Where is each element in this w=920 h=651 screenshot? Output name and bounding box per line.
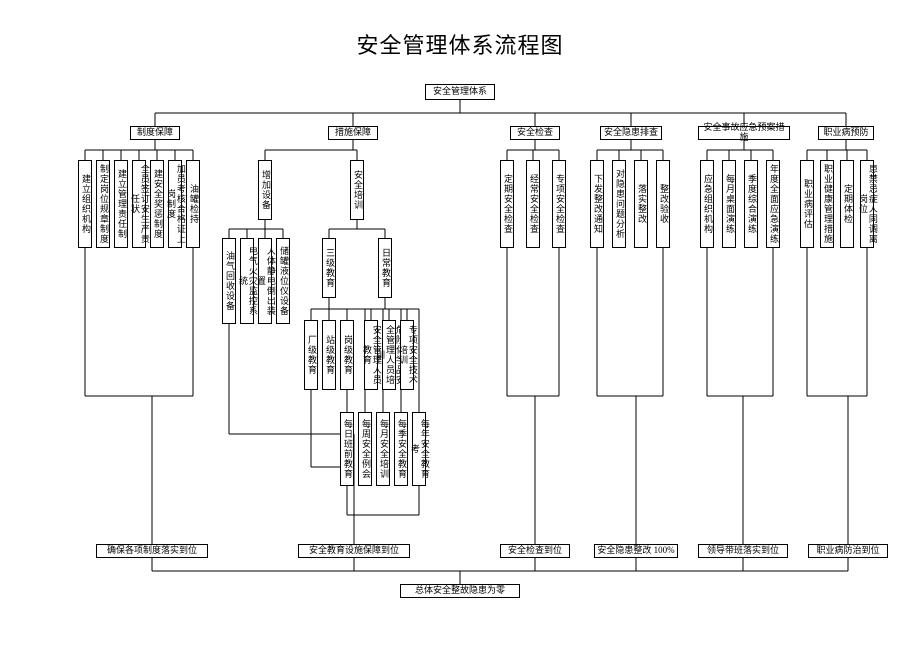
node-b3: 安全检查 xyxy=(510,126,560,140)
node-e4_2: 危险化学品安全管理人员培训 xyxy=(382,320,396,390)
node-e4_3: 专项安全技术培训 xyxy=(400,320,414,390)
node-c6_3: 定期体检 xyxy=(840,160,854,248)
node-c3_3: 专项安全检查 xyxy=(552,160,566,248)
node-b1: 制度保障 xyxy=(130,126,180,140)
node-c5_4: 年度全面应急演练 xyxy=(766,160,780,248)
node-d2_3: 人体静电倒出装置 xyxy=(258,238,272,324)
node-c1_3: 建立管理责任制 xyxy=(114,160,128,248)
node-c4_2: 对隐患问题分析 xyxy=(612,160,626,248)
node-c5_2: 每月桌面演练 xyxy=(722,160,736,248)
node-c1_1: 建立组织机构 xyxy=(78,160,92,248)
node-c4_1: 下发整改通知 xyxy=(590,160,604,248)
node-f_1: 每日班前教育 xyxy=(340,412,354,486)
node-c5_3: 季度综合演练 xyxy=(744,160,758,248)
node-f_4: 每季安全教育 xyxy=(394,412,408,486)
node-c6_2: 职业健康管理措施 xyxy=(820,160,834,248)
node-f_3: 每月安全培训 xyxy=(376,412,390,486)
diagram-title: 安全管理体系流程图 xyxy=(0,0,920,60)
node-r3: 安全检查到位 xyxy=(500,544,570,558)
node-c1_7: 油罐检持 xyxy=(186,160,200,248)
node-f_2: 每周安全例会 xyxy=(358,412,372,486)
node-e3_1: 厂级教育 xyxy=(304,320,318,390)
node-f_5: 每年安全教育考 xyxy=(412,412,426,486)
node-d2_6: 日常教育 xyxy=(378,238,392,298)
node-d2_5: 三级教育 xyxy=(322,238,336,298)
node-r5: 领导带班落实到位 xyxy=(698,544,788,558)
node-c1_2: 制定岗位规章制度 xyxy=(96,160,110,248)
node-c2_1: 增加设备 xyxy=(258,160,272,220)
node-c3_2: 经常安全检查 xyxy=(526,160,540,248)
node-root: 安全管理体系 xyxy=(425,84,495,100)
node-r6: 职业病防治到位 xyxy=(808,544,888,558)
node-c4_3: 落实整改 xyxy=(634,160,648,248)
node-b2: 措施保障 xyxy=(328,126,378,140)
node-r1: 确保各项制度落实到位 xyxy=(96,544,208,558)
node-d2_1: 油气回收设备 xyxy=(222,238,236,324)
node-e3_3: 岗级教育 xyxy=(340,320,354,390)
node-c1_4: 全员签订安生产责任状 xyxy=(132,160,146,248)
node-c1_5: 建安全奖惩制度 xyxy=(150,160,164,248)
node-c3_1: 定期安全检查 xyxy=(500,160,514,248)
node-b4: 安全隐患排查 xyxy=(600,126,662,140)
node-d2_2: 电气火灾监控系统 xyxy=(240,238,254,324)
node-c6_4: 患禁忌症人同调离岗位 xyxy=(860,160,874,248)
node-e3_2: 站级教育 xyxy=(322,320,336,390)
node-b6: 职业病预防 xyxy=(818,126,874,140)
node-c1_6: 加员考核合格证上岗制度 xyxy=(168,160,182,248)
node-c4_4: 整改验收 xyxy=(656,160,670,248)
node-c6_1: 职业病评估 xyxy=(800,160,814,248)
node-r2: 安全教育设施保障到位 xyxy=(298,544,410,558)
node-c5_1: 应急组织机构 xyxy=(700,160,714,248)
node-b5: 安全事故应急预案措施 xyxy=(698,126,790,140)
node-c2_2: 安全培训 xyxy=(350,160,364,220)
node-final: 总体安全整故隐患为零 xyxy=(400,584,520,598)
node-d2_4: 储罐液位仪设备 xyxy=(276,238,290,324)
node-r4: 安全隐患整改 100% xyxy=(594,544,678,558)
